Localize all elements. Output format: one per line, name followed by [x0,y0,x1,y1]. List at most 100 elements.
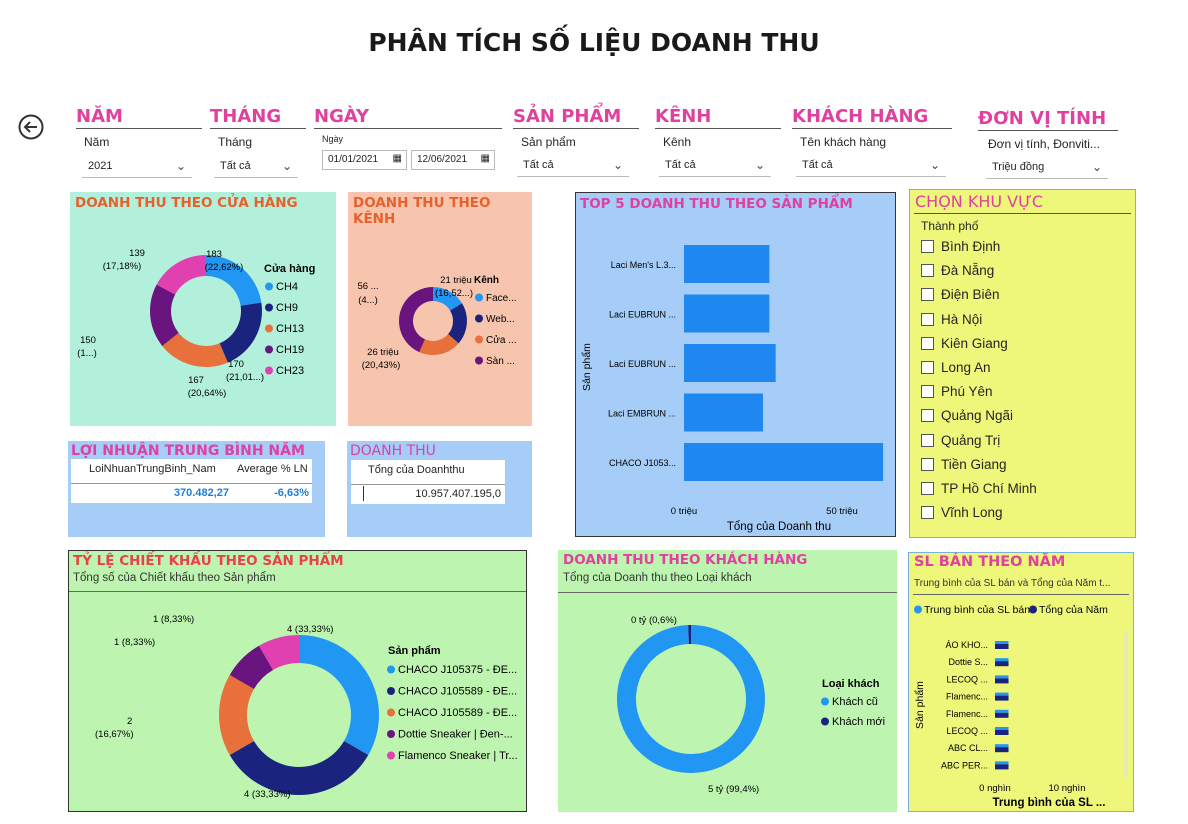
donut-slice[interactable] [259,635,299,670]
donut-slice[interactable] [206,255,262,306]
donut-slice[interactable] [150,284,179,346]
region-label: Điện Biên [941,287,1000,303]
thang-dropdown[interactable]: Tất cả ⌄ [214,156,298,178]
checkbox[interactable] [921,240,934,253]
region-item[interactable]: TP Hồ Chí Minh [921,481,1121,505]
region-item[interactable]: Bình Định [921,239,1121,263]
checkbox[interactable] [921,264,934,278]
donut-slice[interactable] [419,334,459,355]
donvi-dropdown[interactable]: Triệu đồng ⌄ [986,157,1108,179]
bar[interactable] [684,443,884,481]
bar[interactable] [995,727,1009,730]
legend-item[interactable]: Khách mới [832,716,885,728]
date-from-input[interactable]: 01/01/2021 ▦ [322,150,407,170]
bar[interactable] [684,245,770,283]
sales-bar-chart: ÁO KHO... Dottie S... LECOQ ... Flamenc... F… [941,640,1009,770]
region-item[interactable]: Long An [921,360,1121,384]
donut-slice[interactable] [688,625,691,645]
legend-item[interactable]: Flamenco Sneaker | Tr... [398,750,518,762]
donut-slice[interactable] [229,741,369,795]
bar[interactable] [995,764,1009,770]
region-item[interactable]: Vĩnh Long [921,505,1121,529]
customer-legend: Khách cũ Khách mới [821,696,885,728]
bar[interactable] [995,709,1009,713]
legend-item[interactable]: Tổng của Năm [1039,604,1108,616]
legend-marker [475,293,483,302]
donut-slice[interactable] [229,645,273,689]
legend-item[interactable]: Sàn ... [486,356,515,367]
legend-item[interactable]: CHACO J105589 - ĐE... [398,686,517,698]
back-arrow-icon[interactable] [18,114,44,140]
x-axis-title: Tổng của Doanh thu [727,521,831,533]
legend-item[interactable]: Trung bình của SL bán [924,604,1030,616]
bar[interactable] [995,761,1009,765]
checkbox[interactable] [921,288,934,302]
bar[interactable] [995,661,1009,667]
donut-slice[interactable] [156,255,206,295]
region-item[interactable]: Đà Nẵng [921,263,1121,287]
region-item[interactable]: Tiền Giang [921,457,1121,481]
bar[interactable] [995,692,1009,696]
checkbox[interactable] [921,312,934,326]
donut-slice[interactable] [399,287,433,353]
sanpham-dropdown[interactable]: Tất cả ⌄ [517,155,629,177]
region-item[interactable]: Hà Nội [921,312,1121,336]
donut-slice[interactable] [162,332,228,367]
bar[interactable] [995,678,1009,684]
checkbox[interactable] [921,385,934,399]
bar[interactable] [995,730,1009,735]
bar[interactable] [995,712,1009,718]
bar[interactable] [995,747,1009,753]
khachhang-dropdown[interactable]: Tất cả ⌄ [796,155,946,177]
panel-title: SL BÁN THEO NĂM [914,554,1066,570]
bar[interactable] [995,658,1009,662]
checkbox[interactable] [921,506,934,520]
donut-slice[interactable] [219,675,254,755]
bar[interactable] [995,744,1009,748]
checkbox[interactable] [921,457,934,471]
checkbox[interactable] [921,360,934,374]
bar[interactable] [995,641,1009,644]
donut-slice[interactable] [448,303,467,344]
bar[interactable] [995,644,1009,649]
region-item[interactable]: Quảng Ngãi [921,408,1121,432]
legend-marker [387,751,395,760]
checkbox[interactable] [921,433,934,447]
nam-dropdown[interactable]: 2021 ⌄ [82,156,192,178]
legend-item[interactable]: CH9 [276,302,298,314]
panel-title: DOANH THU THEO KÊNH [353,195,491,227]
checkbox[interactable] [921,409,934,423]
region-item[interactable]: Quảng Trị [921,433,1121,457]
bar[interactable] [684,294,770,333]
legend-item[interactable]: CH4 [276,281,298,293]
scrollbar[interactable] [1124,631,1128,777]
legend-item[interactable]: Face... [486,293,517,304]
filter-ngay: NGÀY Ngày 01/01/2021 ▦ 12/06/2021 ▦ [314,106,502,170]
bar[interactable] [684,344,776,382]
legend-item[interactable]: CHACO J105589 - ĐE... [398,707,517,719]
date-to-input[interactable]: 12/06/2021 ▦ [411,150,495,170]
kenh-dropdown[interactable]: Tất cả ⌄ [659,155,771,177]
region-item[interactable]: Kiên Giang [921,336,1121,360]
legend-item[interactable]: Khách cũ [832,696,878,708]
donut-slice[interactable] [616,625,765,773]
legend-item[interactable]: CH13 [276,323,304,335]
legend-item[interactable]: Cửa ... [486,334,517,346]
legend-item[interactable]: CHACO J105375 - ĐE... [398,664,517,676]
bar[interactable] [684,393,763,432]
region-item[interactable]: Điện Biên [921,287,1121,311]
bar[interactable] [995,675,1009,679]
donut-slice[interactable] [433,287,463,311]
bar[interactable] [995,695,1009,701]
donut-slice[interactable] [299,635,380,755]
channel-donut-chart [399,287,467,355]
donut-slice[interactable] [219,302,262,363]
legend-item[interactable]: CH23 [276,365,304,377]
legend-item[interactable]: Web... [486,314,515,325]
legend-item[interactable]: Dottie Sneaker | Đen-... [398,729,513,741]
legend-item[interactable]: CH19 [276,344,304,356]
checkbox[interactable] [921,481,934,495]
checkbox[interactable] [921,336,934,350]
region-item[interactable]: Phú Yên [921,384,1121,408]
data-label: (20,64%) [188,388,227,399]
